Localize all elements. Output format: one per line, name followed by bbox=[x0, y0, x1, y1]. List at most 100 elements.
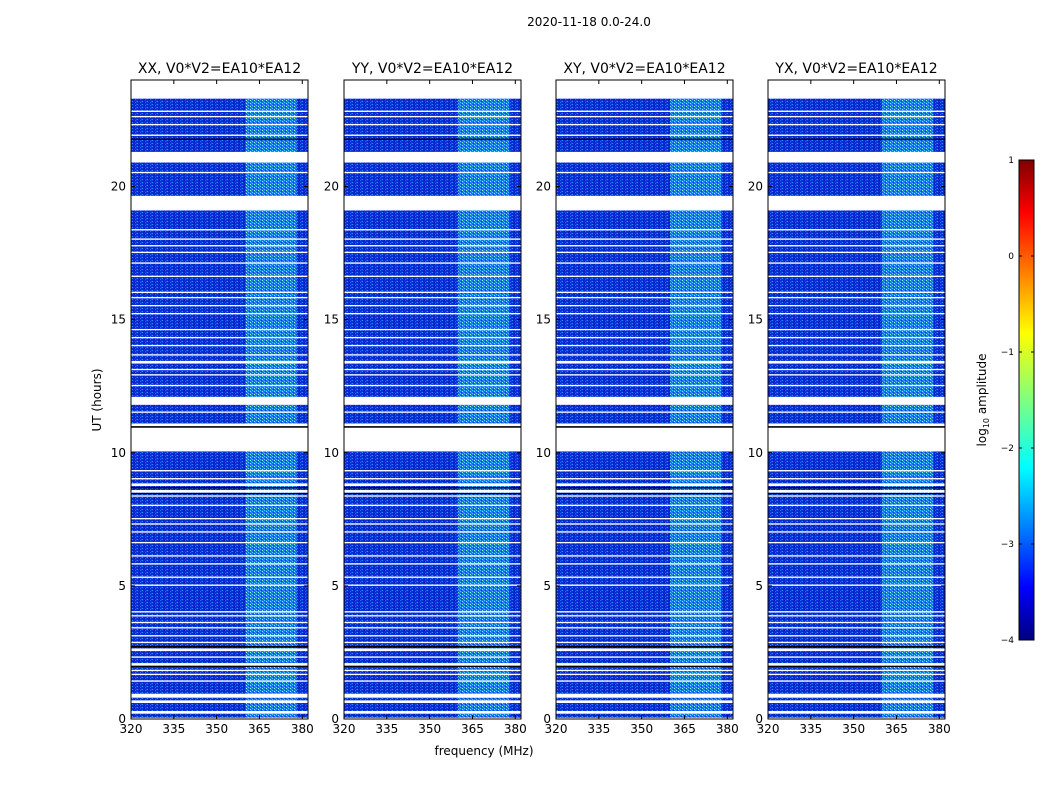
flagged-row bbox=[556, 611, 733, 613]
y-tick-label: 0 bbox=[543, 712, 551, 726]
flagged-row bbox=[344, 669, 521, 672]
flagged-row bbox=[556, 517, 733, 520]
flagged-row bbox=[344, 411, 521, 413]
flagged-row bbox=[556, 648, 733, 652]
flagged-row bbox=[344, 673, 521, 676]
flagged-row bbox=[768, 312, 945, 315]
flagged-row bbox=[768, 238, 945, 240]
flagged-row bbox=[344, 541, 521, 544]
flagged-row bbox=[556, 195, 733, 211]
x-tick-label: 350 bbox=[842, 722, 865, 736]
dark-row bbox=[344, 487, 521, 489]
flagged-row bbox=[556, 663, 733, 666]
x-tick-label: 380 bbox=[928, 722, 951, 736]
flagged-row bbox=[344, 423, 521, 452]
flagged-row bbox=[556, 80, 733, 99]
panel-frame bbox=[343, 79, 522, 720]
x-tick-label: 335 bbox=[799, 722, 822, 736]
flagged-row bbox=[344, 238, 521, 240]
flagged-row bbox=[768, 396, 945, 405]
flagged-row bbox=[131, 110, 308, 112]
flagged-row bbox=[344, 680, 521, 682]
flagged-row bbox=[131, 374, 308, 376]
flagged-row bbox=[768, 541, 945, 544]
flagged-row bbox=[768, 669, 945, 672]
flagged-row bbox=[768, 374, 945, 376]
flagged-row bbox=[768, 495, 945, 497]
colorbar-tick-label: −4 bbox=[1001, 636, 1015, 646]
colorbar-tick-label: 0 bbox=[1008, 252, 1014, 262]
flagged-row bbox=[768, 328, 945, 331]
flagged-row bbox=[556, 171, 733, 174]
flagged-row bbox=[131, 635, 308, 637]
flagged-row bbox=[768, 195, 945, 211]
flagged-row bbox=[131, 627, 308, 629]
flagged-row bbox=[344, 195, 521, 211]
x-tick-label: 350 bbox=[630, 722, 653, 736]
dark-row bbox=[556, 487, 733, 489]
flagged-row bbox=[344, 478, 521, 480]
x-tick-label: 365 bbox=[248, 722, 271, 736]
flagged-row bbox=[344, 576, 521, 578]
flagged-row bbox=[556, 563, 733, 565]
flagged-row bbox=[768, 368, 945, 371]
flagged-row bbox=[556, 328, 733, 331]
flagged-row bbox=[556, 680, 733, 682]
flagged-row bbox=[344, 328, 521, 331]
panel-title: YX, V0*V2=EA10*EA12 bbox=[774, 61, 937, 77]
flagged-row bbox=[131, 411, 308, 413]
dark-row bbox=[131, 646, 308, 648]
flagged-row bbox=[556, 251, 733, 254]
flagged-row bbox=[344, 275, 521, 278]
flagged-row bbox=[556, 123, 733, 126]
flagged-row bbox=[556, 669, 733, 672]
dark-row bbox=[131, 138, 308, 140]
flagged-row bbox=[556, 470, 733, 472]
flagged-row bbox=[344, 251, 521, 254]
flagged-row bbox=[556, 344, 733, 347]
dark-row bbox=[768, 138, 945, 140]
flagged-row bbox=[131, 717, 308, 719]
flagged-row bbox=[131, 555, 308, 557]
flagged-row bbox=[556, 673, 733, 676]
flagged-row bbox=[768, 693, 945, 698]
dark-row bbox=[131, 487, 308, 489]
flagged-row bbox=[768, 517, 945, 520]
y-tick-label: 20 bbox=[324, 180, 339, 194]
flagged-row bbox=[131, 262, 308, 264]
flagged-row bbox=[344, 134, 521, 136]
flagged-row bbox=[768, 611, 945, 613]
flagged-row bbox=[556, 336, 733, 339]
y-tick-label: 10 bbox=[111, 446, 126, 460]
flagged-row bbox=[131, 680, 308, 682]
y-tick-label: 10 bbox=[536, 446, 551, 460]
flagged-row bbox=[556, 555, 733, 557]
flagged-row bbox=[344, 615, 521, 617]
flagged-row bbox=[344, 711, 521, 714]
flagged-row bbox=[131, 669, 308, 672]
flagged-row bbox=[556, 374, 733, 376]
flagged-row bbox=[556, 110, 733, 112]
flagged-row bbox=[768, 151, 945, 163]
flagged-row bbox=[556, 635, 733, 637]
flagged-row bbox=[131, 611, 308, 613]
flagged-row bbox=[556, 621, 733, 624]
flagged-row bbox=[768, 336, 945, 339]
flagged-row bbox=[344, 396, 521, 405]
flagged-row bbox=[131, 115, 308, 118]
y-tick-label: 20 bbox=[748, 180, 763, 194]
flagged-row bbox=[344, 611, 521, 613]
flagged-row bbox=[131, 291, 308, 293]
flagged-row bbox=[344, 470, 521, 472]
flagged-row bbox=[131, 368, 308, 371]
flagged-row bbox=[131, 541, 308, 544]
flagged-row bbox=[344, 627, 521, 629]
colorbar-label: log10 amplitude bbox=[975, 354, 991, 447]
x-tick-label: 320 bbox=[120, 722, 143, 736]
flagged-row bbox=[556, 483, 733, 487]
flagged-row bbox=[768, 470, 945, 472]
flagged-row bbox=[556, 134, 733, 136]
panel-title: YY, V0*V2=EA10*EA12 bbox=[351, 61, 513, 77]
flagged-row bbox=[344, 312, 521, 315]
flagged-row bbox=[131, 304, 308, 307]
